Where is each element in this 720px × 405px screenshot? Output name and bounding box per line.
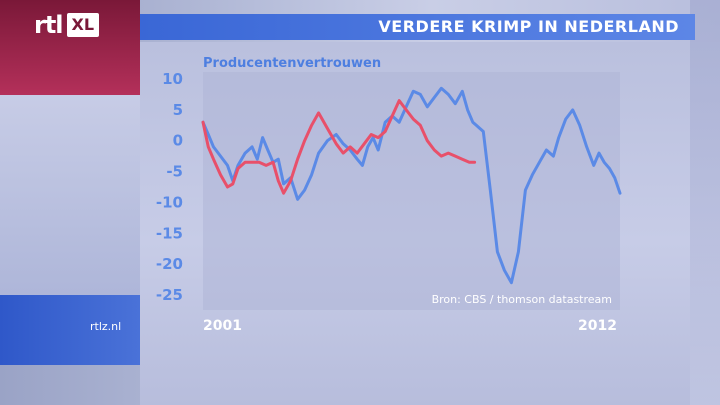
series-line-2 xyxy=(201,99,477,195)
y-tick-label: 5 xyxy=(173,101,183,119)
y-tick-label: 0 xyxy=(173,132,183,150)
chart-title: Producentenvertrouwen xyxy=(203,56,381,71)
y-tick-label: -10 xyxy=(156,193,183,211)
x-tick-label: 2012 xyxy=(578,318,617,334)
y-tick-label: -15 xyxy=(156,224,183,242)
background-footer-block xyxy=(0,295,140,365)
background-strip xyxy=(690,0,720,405)
y-axis-ticks: 10 5 0 -5 -10 -15 -20 -25 xyxy=(156,70,183,304)
y-tick-label: -20 xyxy=(156,255,183,273)
series-line-1 xyxy=(201,86,622,285)
rtl-xl-logo: rtl XL xyxy=(34,10,100,40)
background-left-panel xyxy=(0,95,140,295)
source-note: Bron: CBS / thomson datastream xyxy=(432,293,612,306)
logo-xl-text: XL xyxy=(66,13,100,37)
site-label: rtlz.nl xyxy=(90,320,122,333)
series-lines xyxy=(201,86,622,285)
x-tick-label: 2001 xyxy=(203,318,242,334)
page-title: VERDERE KRIMP IN NEDERLAND xyxy=(378,17,679,36)
plot-area xyxy=(203,72,620,310)
y-tick-label: 10 xyxy=(162,70,183,88)
logo-rtl-text: rtl xyxy=(34,11,64,39)
x-axis-ticks: 2001 2012 xyxy=(203,318,617,334)
title-bar: VERDERE KRIMP IN NEDERLAND xyxy=(140,14,695,40)
y-tick-label: -25 xyxy=(156,286,183,304)
y-tick-label: -5 xyxy=(166,163,183,181)
